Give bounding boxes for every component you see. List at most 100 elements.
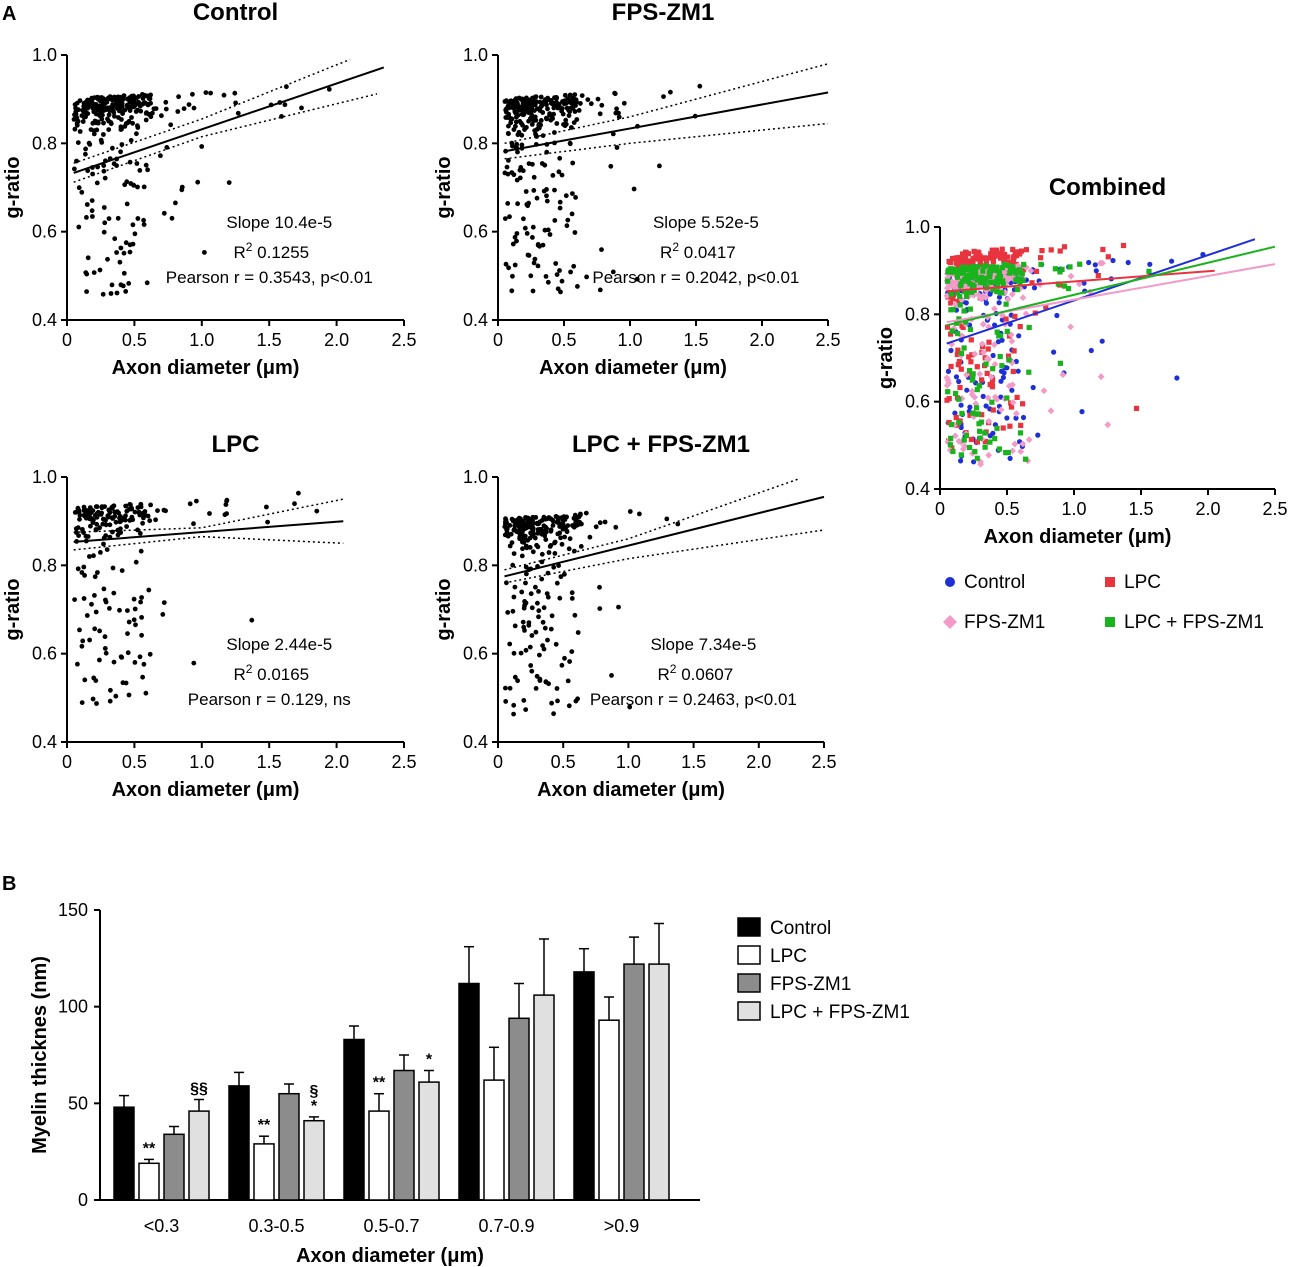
data-point [971,248,977,254]
data-point [531,188,537,193]
data-point [507,641,513,647]
data-point [73,109,79,115]
data-point [657,163,662,169]
data-point [235,110,241,116]
data-point [982,430,988,436]
data-point [533,99,539,104]
data-point [155,508,160,513]
data-point [587,534,593,540]
data-point [1004,415,1010,421]
data-point [985,255,991,261]
data-point [1086,259,1092,266]
data-point [133,622,138,628]
scatter-plot-combined: Combined 0 0.5 1.0 1.5 2.0 2.5 0.4 0.6 0.8 1.0 Axon… [875,174,1288,633]
x-tick-label: 1.5 [257,752,282,772]
data-point [76,185,82,191]
data-point [993,247,999,253]
data-point [100,112,105,118]
data-point [668,89,673,95]
data-point [137,103,143,109]
data-point [949,328,955,334]
y-tick-label: 1.0 [463,467,488,487]
data-point [1020,414,1027,421]
data-point [76,224,82,230]
data-point [1008,269,1014,275]
data-point [520,168,526,174]
data-point [557,155,563,161]
legend-label: FPS-ZM1 [964,612,1045,633]
data-point [957,302,963,308]
stat-slope: Slope 2.44e-5 [226,635,332,654]
data-point [959,445,967,453]
x-tick-label: 0.5 [551,752,576,772]
data-point [957,269,963,275]
data-point [1059,371,1067,379]
data-point [519,521,525,527]
data-point [978,340,986,348]
data-point [524,125,529,130]
data-point [1146,268,1152,274]
legend-label: Control [770,918,831,939]
stat-slope: Slope 5.52e-5 [653,213,759,232]
data-point [952,279,960,287]
data-point [974,387,980,393]
data-point [997,353,1003,360]
data-point [945,283,953,291]
legend-swatch [737,945,761,965]
data-point [956,420,962,426]
data-point [971,256,977,262]
data-point [597,111,603,117]
data-point [952,410,958,416]
x-tick-label: 2.5 [391,752,416,772]
data-point [525,537,531,543]
data-point [548,626,554,632]
x-tick-label: 2.0 [746,752,771,772]
data-point [990,352,996,359]
data-point [959,410,965,417]
data-point [504,527,509,533]
data-point [106,127,112,132]
data-point [117,607,122,613]
data-point [979,320,987,328]
data-point [517,536,522,541]
data-point [977,458,984,466]
data-point [502,532,508,538]
stat-r-squared: R2 0.0165 [233,662,309,684]
data-point [972,400,980,408]
data-point [1088,347,1094,354]
data-point [138,501,144,507]
data-point [947,260,953,266]
data-point [1010,264,1016,270]
data-point [107,522,113,528]
data-point [1077,261,1083,267]
data-point [522,225,528,231]
data-point [511,127,517,132]
data-point [968,359,974,365]
data-point [989,247,995,253]
data-point [118,654,124,660]
stat-r-squared: R2 0.1255 [233,240,309,262]
data-point [511,527,517,533]
data-point [141,184,147,190]
data-point [1051,349,1057,355]
data-point [1003,316,1009,322]
data-point [107,698,113,704]
data-point [101,205,107,210]
data-point [537,652,542,658]
data-point [955,331,961,337]
data-point [958,402,964,408]
data-point [557,205,563,211]
data-point [535,242,541,248]
data-point [112,236,118,242]
data-point [83,146,88,152]
bar [278,1092,300,1201]
data-point [510,241,516,247]
data-point [1010,273,1017,280]
data-point [547,111,553,116]
data-point [1004,365,1010,371]
data-point [550,116,555,121]
data-point [76,533,81,538]
data-point [1035,432,1041,438]
data-point [952,301,959,309]
stat-pearson: Pearson r = 0.2042, p<0.01 [592,268,799,287]
